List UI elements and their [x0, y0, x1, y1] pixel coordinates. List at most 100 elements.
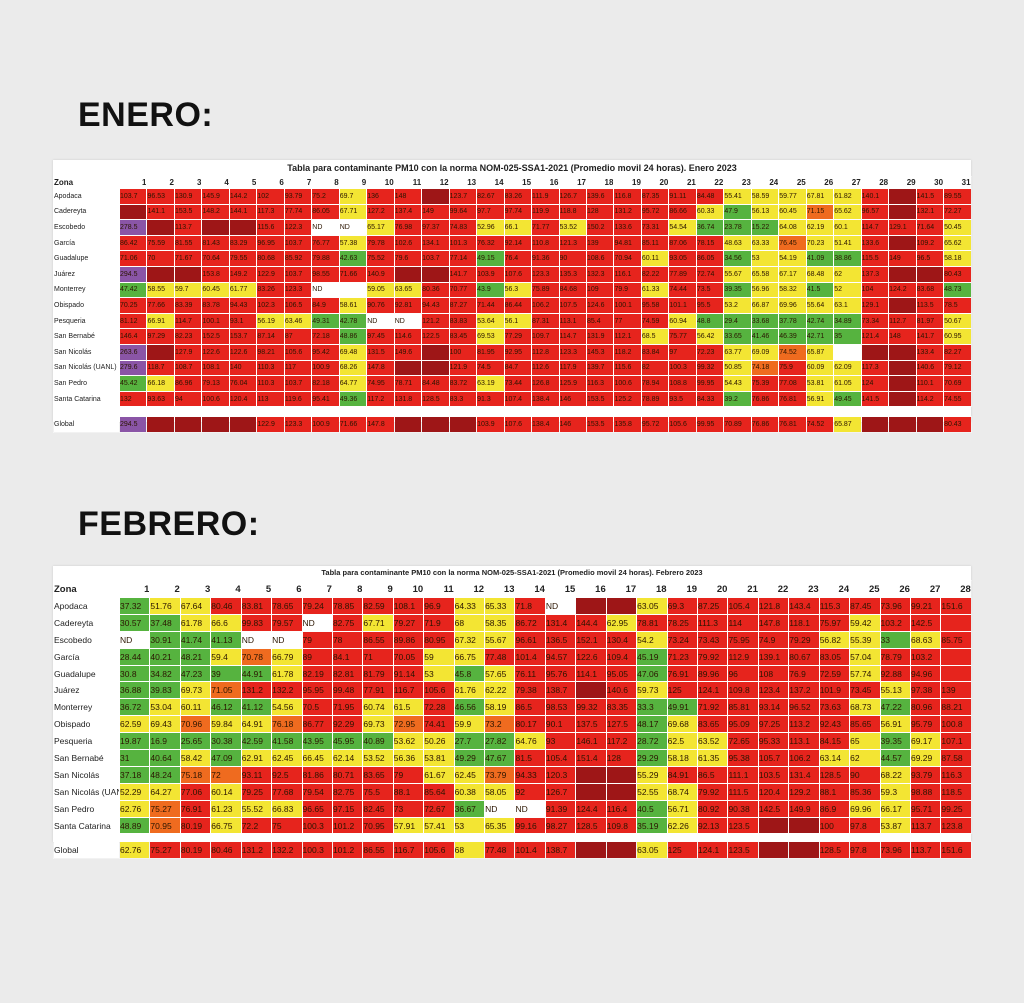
value-cell: 70.94 — [613, 250, 642, 267]
value-cell — [757, 816, 790, 835]
value-cell: 83.26 — [256, 281, 285, 299]
table-row: San Nicolás (UANL) 279.6 118.7 108.7 108.1 14… — [53, 359, 972, 377]
value-cell: 116.8 — [613, 188, 642, 205]
value-cell: 74.41 — [423, 715, 455, 734]
value-cell: 96.5 — [915, 250, 945, 267]
value-cell: 79.13 — [201, 375, 230, 392]
zone-column-header: Zona — [53, 176, 120, 189]
value-cell: 90.76 — [366, 297, 395, 314]
value-cell: 109.7 — [531, 328, 560, 345]
value-cell: 59.84 — [210, 715, 242, 734]
value-cell: 85.65 — [849, 715, 881, 734]
value-cell: 63.77 — [723, 343, 752, 361]
value-cell: 49.45 — [833, 390, 862, 408]
zone-name: Santa Catarina — [53, 390, 120, 408]
value-cell: 76.81 — [778, 390, 807, 408]
value-cell: 40.64 — [149, 749, 181, 767]
value-cell: 79.92 — [697, 647, 729, 666]
value-cell: 76.91 — [179, 799, 212, 818]
value-cell: 57.74 — [849, 664, 881, 683]
value-cell: 116.1 — [613, 265, 642, 283]
value-cell: 278.5 — [118, 219, 148, 236]
value-cell: 99.21 — [909, 597, 942, 615]
value-cell: 85.64 — [423, 782, 455, 801]
value-cell: 141.5 — [860, 390, 890, 408]
value-cell: 113 — [256, 390, 285, 408]
value-cell: 85.81 — [727, 698, 759, 717]
value-cell: 128.5 — [818, 841, 851, 860]
value-cell: 95.42 — [311, 343, 340, 361]
value-cell: 105.4 — [727, 597, 759, 615]
value-cell: 50.45 — [943, 219, 972, 236]
value-cell: 137.4 — [393, 203, 423, 221]
value-cell: 75.18 — [179, 765, 212, 784]
value-cell: 40.5 — [636, 799, 668, 818]
value-cell: 63.19 — [476, 375, 505, 392]
value-cell — [575, 841, 607, 860]
value-cell: 48.17 — [636, 715, 668, 734]
value-cell: 77.66 — [146, 297, 175, 314]
value-cell: 62.22 — [484, 681, 516, 700]
day-column-header: 9 — [362, 580, 394, 598]
value-cell: 129.1 — [860, 297, 890, 314]
value-cell: 30.8 — [118, 664, 151, 683]
day-column-header: 9 — [338, 176, 368, 189]
value-cell: 63.33 — [750, 234, 780, 252]
value-cell: 70.96 — [179, 715, 212, 734]
value-cell: 87.35 — [640, 188, 670, 205]
value-cell: 55.52 — [240, 799, 273, 818]
value-cell: 62.19 — [805, 219, 835, 236]
value-cell: 56.82 — [818, 630, 851, 649]
value-cell: 153.5 — [585, 416, 615, 433]
value-cell: 56.96 — [750, 281, 780, 299]
day-column-header: 23 — [788, 580, 820, 598]
value-cell — [575, 765, 607, 784]
value-cell: 148 — [888, 328, 917, 345]
value-cell: 54.2 — [636, 630, 668, 649]
value-cell: 91.39 — [544, 799, 577, 818]
value-cell: 16.9 — [149, 732, 181, 751]
value-cell: 123.3 — [283, 281, 313, 299]
zone-name: Pesqueria — [53, 732, 120, 751]
febrero-header-row: Zona 1 2 3 4 5 6 7 8 9 10 11 12 13 14 15 16 17 18 19 20 21 22 2… — [53, 580, 972, 598]
value-cell: 58.19 — [484, 698, 516, 717]
value-cell: 92.95 — [503, 343, 533, 361]
value-cell: 85.75 — [940, 630, 972, 649]
value-cell: 41.12 — [240, 698, 273, 717]
value-cell: 55.29 — [636, 765, 668, 784]
value-cell: 74.52 — [778, 343, 807, 361]
value-cell: 57.04 — [849, 647, 881, 666]
value-cell: 86.5 — [697, 765, 729, 784]
value-cell: 86.55 — [362, 841, 394, 860]
value-cell — [888, 188, 917, 205]
value-cell: 95.05 — [605, 664, 638, 683]
value-cell: 122.6 — [228, 343, 258, 361]
value-cell: 123.5 — [727, 816, 759, 835]
value-cell: 76.4 — [503, 250, 533, 267]
value-cell: 133.6 — [860, 234, 890, 252]
value-cell: 72.59 — [818, 664, 851, 683]
value-cell: ND — [118, 630, 151, 649]
value-cell — [888, 265, 917, 283]
value-cell: 76.04 — [228, 375, 258, 392]
value-cell: 48.8 — [695, 312, 725, 330]
value-cell: 54.54 — [668, 219, 697, 236]
value-cell: 37.48 — [149, 613, 181, 632]
value-cell: 68.26 — [338, 359, 368, 377]
table-row: Obispado 70.25 77.66 83.39 83.78 94.43 102.3 10… — [53, 297, 972, 314]
value-cell: 89 — [301, 647, 333, 666]
day-column-header: 21 — [727, 580, 759, 598]
value-cell: 80.71 — [331, 765, 364, 784]
table-row: San Pedro 62.76 75.27 76.91 61.23 55.52 66.83 9… — [53, 799, 972, 818]
value-cell: 101.3 — [448, 234, 478, 252]
value-cell: 67.17 — [778, 265, 807, 283]
value-cell: 60.94 — [668, 312, 697, 330]
value-cell: 60.09 — [805, 359, 835, 377]
value-cell: 98.55 — [311, 265, 340, 283]
value-cell: 45.42 — [118, 375, 148, 392]
value-cell — [888, 375, 917, 392]
value-cell: 48.63 — [723, 234, 752, 252]
value-cell: 102.3 — [256, 297, 285, 314]
value-cell: 124.6 — [585, 297, 615, 314]
value-cell: 68.63 — [909, 630, 942, 649]
